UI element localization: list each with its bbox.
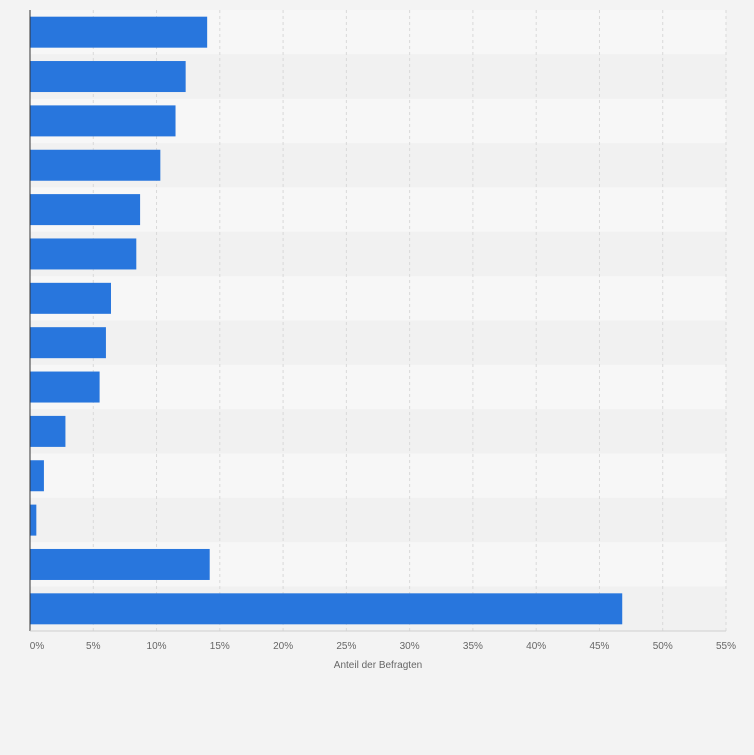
x-tick-labels: 0% 5% 10% 15% 20% 25% 30% 35% 40% 45% 50% 55% <box>30 641 736 652</box>
x-tick-label: 35% <box>463 641 483 652</box>
x-tick-label: 30% <box>400 641 420 652</box>
row-band <box>30 364 726 410</box>
bar[interactable] <box>30 504 37 536</box>
bar[interactable] <box>30 61 186 93</box>
x-tick-label: 0% <box>30 641 45 652</box>
bar[interactable] <box>30 238 137 270</box>
bar[interactable] <box>30 371 100 403</box>
x-tick-label: 45% <box>589 641 609 652</box>
row-band <box>30 409 726 454</box>
bar[interactable] <box>30 415 66 447</box>
bar[interactable] <box>30 282 111 314</box>
x-tick-label: 20% <box>273 641 293 652</box>
row-band <box>30 276 726 321</box>
x-axis-title: Anteil der Befragten <box>334 660 422 671</box>
row-band <box>30 320 726 365</box>
row-band <box>30 453 726 498</box>
row-band <box>30 231 726 277</box>
x-tick-label: 50% <box>653 641 673 652</box>
row-bands <box>30 10 726 631</box>
bar[interactable] <box>30 105 176 137</box>
bar[interactable] <box>30 149 161 181</box>
bar[interactable] <box>30 16 208 48</box>
x-tick-label: 40% <box>526 641 546 652</box>
bar[interactable] <box>30 593 623 625</box>
bar[interactable] <box>30 194 141 226</box>
x-tick-label: 55% <box>716 641 736 652</box>
row-band <box>30 187 726 232</box>
bars <box>30 16 623 625</box>
bar[interactable] <box>30 460 44 492</box>
axes <box>29 10 726 632</box>
bar[interactable] <box>30 327 106 359</box>
x-tick-label: 15% <box>210 641 230 652</box>
bar[interactable] <box>30 548 210 580</box>
row-band <box>30 497 726 543</box>
x-tick-label: 25% <box>336 641 356 652</box>
x-tick-label: 10% <box>147 641 167 652</box>
x-tick-label: 5% <box>86 641 101 652</box>
